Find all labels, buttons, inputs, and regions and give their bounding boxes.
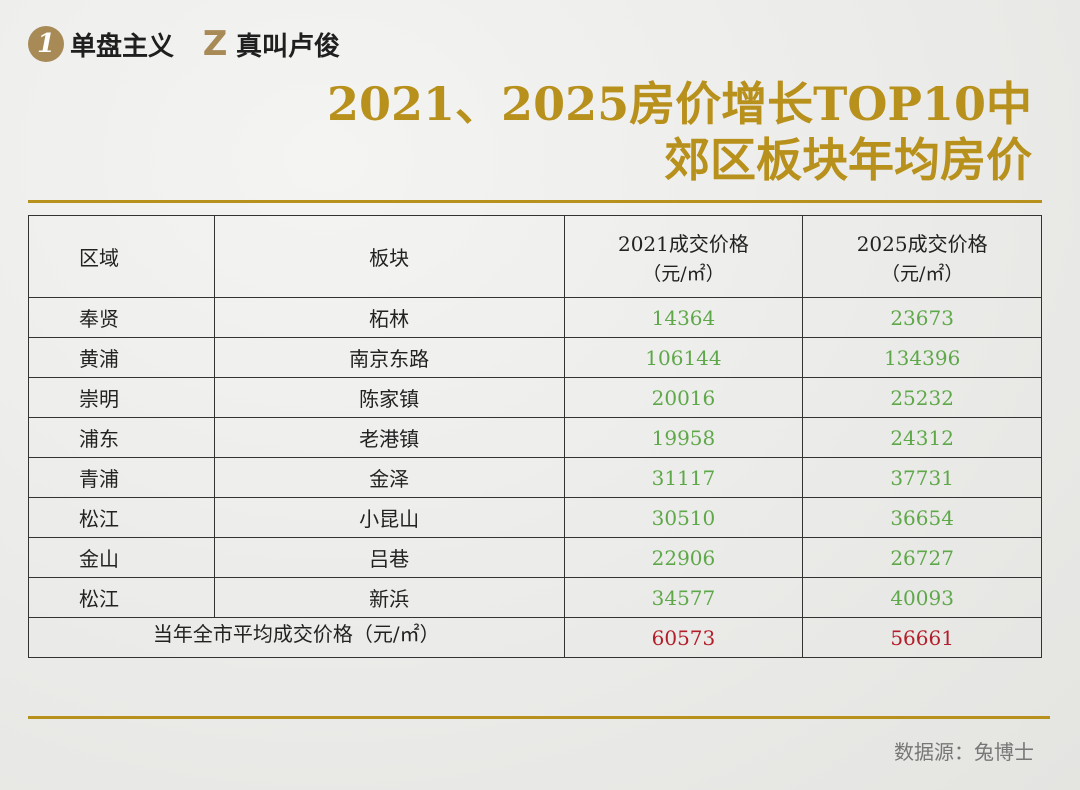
cell-price-2021: 19958 [563,417,804,458]
cell-region: 松江 [28,577,215,618]
cell-region: 奉贤 [28,297,215,338]
page-title: 2021、2025房价增长TOP10中 郊区板块年均房价 [327,76,1032,188]
price-table: 区域 板块 2021成交价格 （元/㎡） 2025成交价格 （元/㎡） 奉贤 柘… [28,215,1042,658]
table-row: 浦东 老港镇 19958 24312 [28,417,1042,458]
cell-block: 陈家镇 [213,377,565,418]
brand1-logo-icon: 1 [28,26,64,62]
cell-block: 吕巷 [213,537,565,578]
cell-region: 崇明 [28,377,215,418]
cell-region: 黄浦 [28,337,215,378]
cell-region: 金山 [28,537,215,578]
header-price-2021: 2021成交价格 （元/㎡） [563,215,804,298]
table-row: 奉贤 柘林 14364 23673 [28,297,1042,338]
cell-region: 青浦 [28,457,215,498]
brand2-name: 真叫卢俊 [236,31,341,62]
cell-price-2021: 31117 [563,457,804,498]
average-row: 当年全市平均成交价格（元/㎡） 60573 56661 [28,617,1042,658]
cell-region: 浦东 [28,417,215,458]
table-row: 松江 小昆山 30510 36654 [28,497,1042,538]
header-price-2025-label: 2025成交价格 [856,231,988,256]
cell-block: 老港镇 [213,417,565,458]
header-block: 板块 [213,215,565,298]
header-price-2021-unit: （元/㎡） [642,262,725,285]
brand-header: 1 单盘主义 Z 真叫卢俊 [28,22,340,66]
cell-price-2021: 34577 [563,577,804,618]
cell-price-2021: 20016 [563,377,804,418]
header-price-2025: 2025成交价格 （元/㎡） [802,215,1042,298]
top-divider [28,200,1042,203]
header-region: 区域 [28,215,215,298]
header-price-2021-label: 2021成交价格 [617,231,749,256]
header-price-2025-unit: （元/㎡） [880,262,964,285]
cell-price-2025: 24312 [802,417,1042,458]
table-row: 黄浦 南京东路 106144 134396 [28,337,1042,378]
data-source: 数据源：兔博士 [894,740,1034,764]
cell-block: 新浜 [213,577,565,618]
cell-price-2025: 40093 [802,577,1042,618]
cell-block: 金泽 [213,457,565,498]
title-line-2: 郊区板块年均房价 [664,133,1032,187]
brand2-logo-icon: Z [202,24,228,64]
table-row: 松江 新浜 34577 40093 [28,577,1042,618]
cell-price-2025: 26727 [802,537,1042,578]
cell-block: 柘林 [213,297,565,338]
title-line-1: 2021、2025房价增长TOP10中 [327,77,1032,131]
cell-price-2025: 134396 [802,337,1042,378]
brand1-name: 单盘主义 [70,31,175,62]
table-row: 崇明 陈家镇 20016 25232 [28,377,1042,418]
cell-price-2025: 25232 [802,377,1042,418]
cell-price-2025: 36654 [802,497,1042,538]
table-header-row: 区域 板块 2021成交价格 （元/㎡） 2025成交价格 （元/㎡） [28,215,1042,298]
table-row: 青浦 金泽 31117 37731 [28,457,1042,498]
average-label: 当年全市平均成交价格（元/㎡） [28,617,565,658]
cell-price-2021: 30510 [563,497,804,538]
cell-price-2021: 14364 [563,297,804,338]
cell-region: 松江 [28,497,215,538]
cell-block: 南京东路 [213,337,565,378]
cell-block: 小昆山 [213,497,565,538]
cell-price-2025: 37731 [802,457,1042,498]
cell-price-2021: 22906 [563,537,804,578]
average-price-2025: 56661 [802,617,1042,658]
average-price-2021: 60573 [563,617,804,658]
cell-price-2025: 23673 [802,297,1042,338]
cell-price-2021: 106144 [563,337,804,378]
bottom-divider [28,716,1050,719]
table-row: 金山 吕巷 22906 26727 [28,537,1042,578]
